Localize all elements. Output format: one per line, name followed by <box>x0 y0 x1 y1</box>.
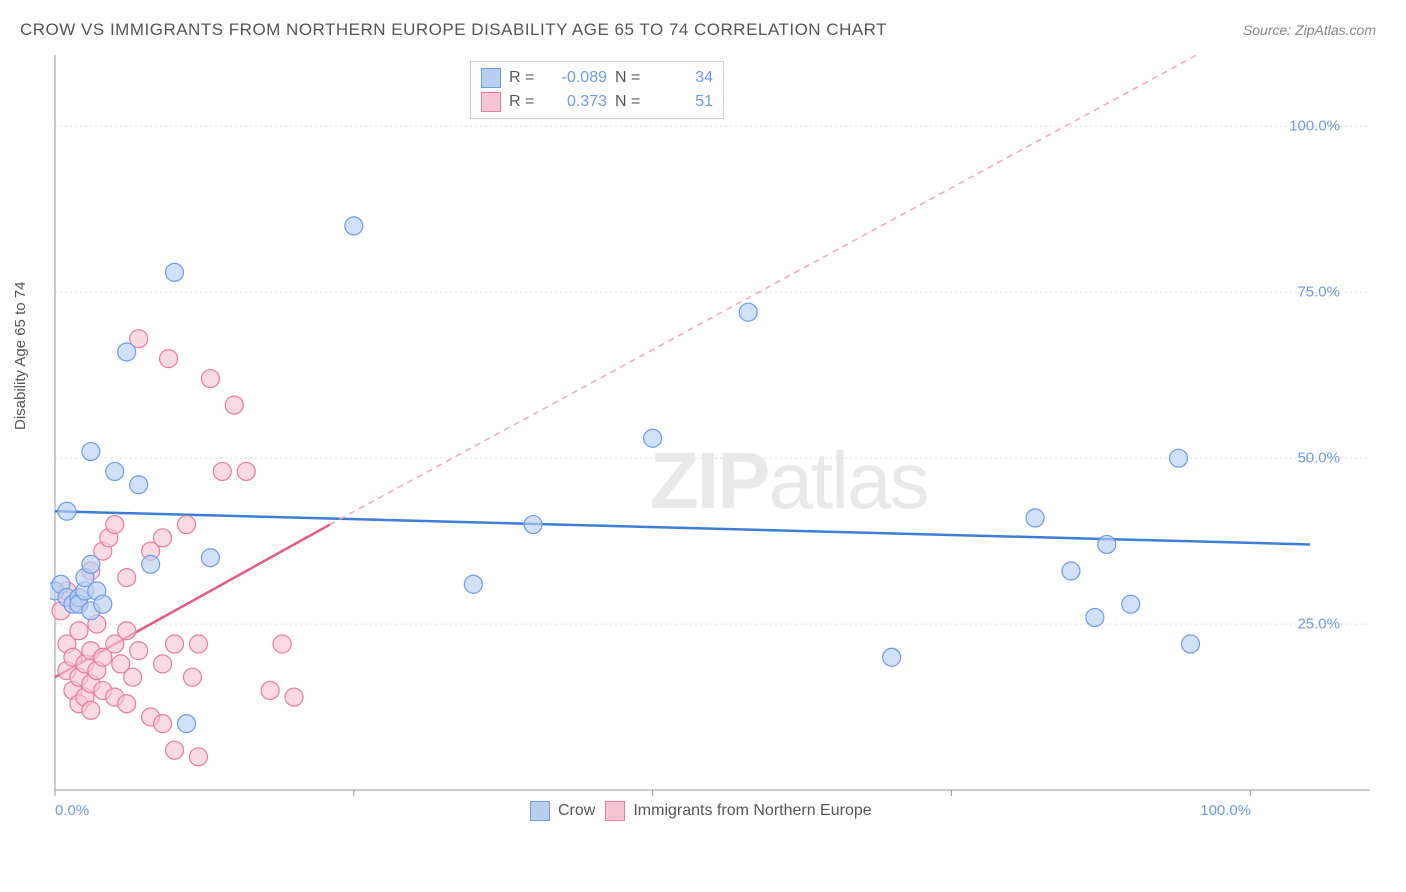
legend-stats: R = -0.089 N = 34 R = 0.373 N = 51 <box>470 61 724 119</box>
y-tick-label: 25.0% <box>1297 616 1340 633</box>
y-tick-label: 50.0% <box>1297 450 1340 467</box>
y-tick-label: 100.0% <box>1289 118 1340 135</box>
chart-area: ZIPatlas R = -0.089 N = 34 R = 0.373 N =… <box>50 55 1370 825</box>
stat-r-label: R = <box>509 69 539 87</box>
stat-r-value: 0.373 <box>547 93 607 111</box>
stat-r-label: R = <box>509 93 539 111</box>
legend-label: Crow <box>558 802 595 820</box>
stat-n-label: N = <box>615 69 645 87</box>
x-tick-label: 0.0% <box>55 802 89 819</box>
legend-item-0: Crow <box>530 801 595 821</box>
legend-label: Immigrants from Northern Europe <box>633 802 871 820</box>
scatter-plot <box>50 55 1370 825</box>
legend-series: Crow Immigrants from Northern Europe <box>530 801 872 821</box>
swatch-icon <box>530 801 550 821</box>
x-tick-label: 100.0% <box>1200 802 1251 819</box>
stat-n-value: 34 <box>653 69 713 87</box>
y-tick-label: 75.0% <box>1297 284 1340 301</box>
legend-item-1: Immigrants from Northern Europe <box>605 801 871 821</box>
stat-n-label: N = <box>615 93 645 111</box>
chart-title: CROW VS IMMIGRANTS FROM NORTHERN EUROPE … <box>20 20 887 40</box>
swatch-icon <box>481 68 501 88</box>
legend-stats-row-1: R = 0.373 N = 51 <box>481 90 713 114</box>
swatch-icon <box>481 92 501 112</box>
stat-n-value: 51 <box>653 93 713 111</box>
source-label: Source: ZipAtlas.com <box>1243 22 1376 38</box>
y-axis-label: Disability Age 65 to 74 <box>12 282 29 430</box>
stat-r-value: -0.089 <box>547 69 607 87</box>
swatch-icon <box>605 801 625 821</box>
legend-stats-row-0: R = -0.089 N = 34 <box>481 66 713 90</box>
